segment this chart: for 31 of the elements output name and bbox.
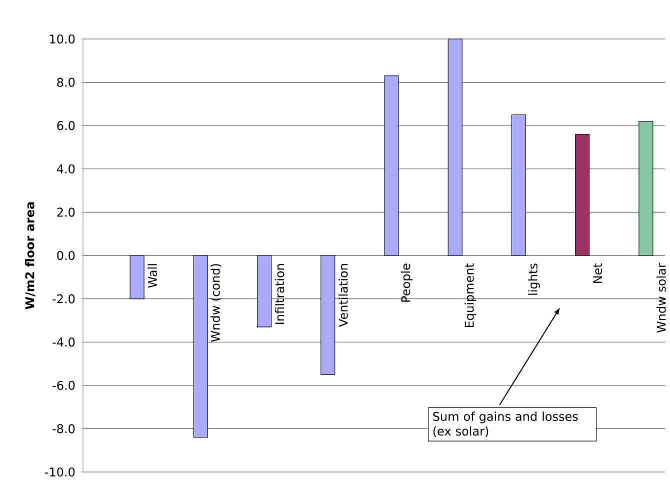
x-tick-label: Wall: [148, 264, 157, 288]
y-tick-label: 6.0: [57, 121, 75, 130]
y-tick-label: -8.0: [52, 424, 75, 434]
x-tick-label: Equipment: [464, 263, 476, 328]
y-tick-label: -10.0: [44, 467, 75, 477]
x-tick-label: Wndw solar: [656, 263, 666, 333]
x-tick-label: lights: [528, 264, 540, 295]
y-tick-label: 0.0: [57, 250, 75, 260]
x-tick-label: Wndw (cond): [210, 264, 222, 342]
bar: [320, 255, 336, 375]
bar: [575, 134, 590, 256]
bar: [193, 255, 208, 438]
y-tick-label: 2.0: [57, 208, 75, 217]
y-tick-label: -4.0: [52, 338, 75, 347]
y-tick-label: -2.0: [52, 294, 75, 304]
bar: [448, 38, 462, 256]
y-tick-label: 4.0: [56, 164, 75, 174]
bar: [638, 120, 654, 256]
bar: [257, 255, 272, 328]
y-axis-title: W/m2 floor area: [25, 202, 36, 310]
annotation: Sum of gains and losses (ex solar): [433, 412, 578, 438]
y-tick-label: 8.0: [57, 78, 75, 87]
y-tick-label: -6.0: [52, 380, 75, 390]
y-tick-label: 10.0: [50, 34, 75, 44]
x-tick-label: Ventilation: [338, 264, 348, 327]
x-tick-label: Infiltration: [274, 264, 284, 324]
x-tick-label: Net: [593, 263, 602, 283]
bar: [384, 76, 399, 256]
bar: [511, 114, 526, 256]
bar: [130, 255, 144, 300]
x-tick-label: People: [400, 264, 413, 302]
